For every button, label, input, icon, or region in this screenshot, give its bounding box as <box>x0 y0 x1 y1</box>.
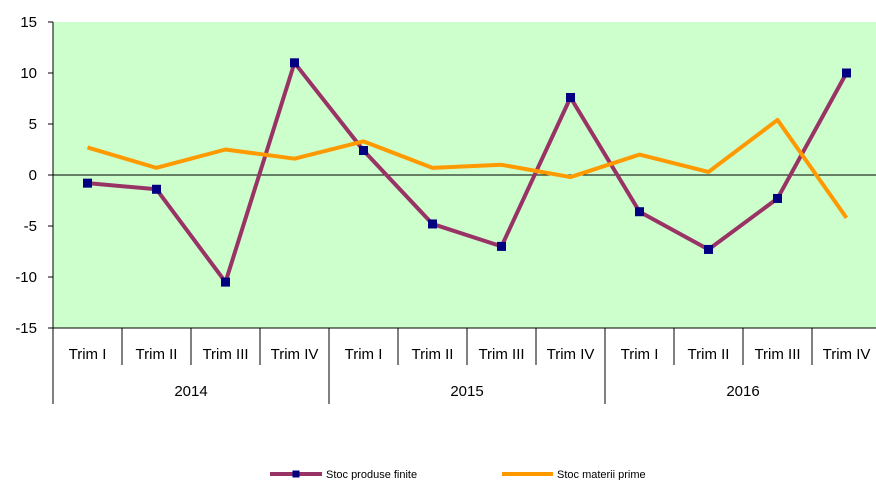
x-axis-labels: Trim I Trim II Trim III Trim IV Trim I Trim I… <box>52 328 871 404</box>
data-point <box>773 193 782 203</box>
data-point <box>221 277 230 287</box>
y-tick-label: -15 <box>15 320 37 337</box>
y-tick-label: 10 <box>20 65 37 82</box>
data-point <box>428 219 437 229</box>
x-category-label: Trim II <box>688 346 730 363</box>
x-group-label: 2015 <box>450 383 483 400</box>
x-category-label: Trim III <box>478 346 524 363</box>
legend-label: Stoc produse finite <box>326 469 417 480</box>
x-category-label: Trim III <box>202 346 248 363</box>
x-category-label: Trim II <box>412 346 454 363</box>
y-tick-label: 0 <box>29 167 37 184</box>
legend-swatch-marker <box>292 470 300 478</box>
x-category-label: Trim III <box>754 346 800 363</box>
x-category-label: Trim IV <box>271 346 319 363</box>
x-category-label: Trim IV <box>823 346 871 363</box>
series-line-1 <box>87 60 849 285</box>
legend-label: Stoc materii prime <box>557 469 646 480</box>
y-tick-label: 15 <box>20 14 37 31</box>
legend: Stoc produse finite Stoc materii prime <box>270 469 646 480</box>
data-point <box>566 92 575 102</box>
data-point <box>152 184 161 194</box>
data-point <box>704 244 713 254</box>
x-group-label: 2014 <box>174 383 207 400</box>
data-point <box>497 241 506 251</box>
data-point <box>83 178 92 188</box>
y-tick-label: -10 <box>15 269 37 286</box>
x-category-label: Trim I <box>621 346 659 363</box>
y-axis-ticks: 15 10 5 0 -5 -10 -15 <box>15 14 53 337</box>
series-layer <box>83 58 851 287</box>
x-group-label: 2016 <box>726 383 759 400</box>
data-point <box>290 58 299 68</box>
x-category-label: Trim II <box>136 346 178 363</box>
data-point <box>635 207 644 217</box>
x-category-label: Trim I <box>345 346 383 363</box>
y-tick-label: -5 <box>24 218 37 235</box>
data-point <box>359 146 368 156</box>
series-line-2 <box>86 117 849 219</box>
data-point <box>842 68 851 78</box>
y-tick-label: 5 <box>29 116 37 133</box>
x-category-label: Trim I <box>69 346 107 363</box>
x-category-label: Trim IV <box>547 346 595 363</box>
